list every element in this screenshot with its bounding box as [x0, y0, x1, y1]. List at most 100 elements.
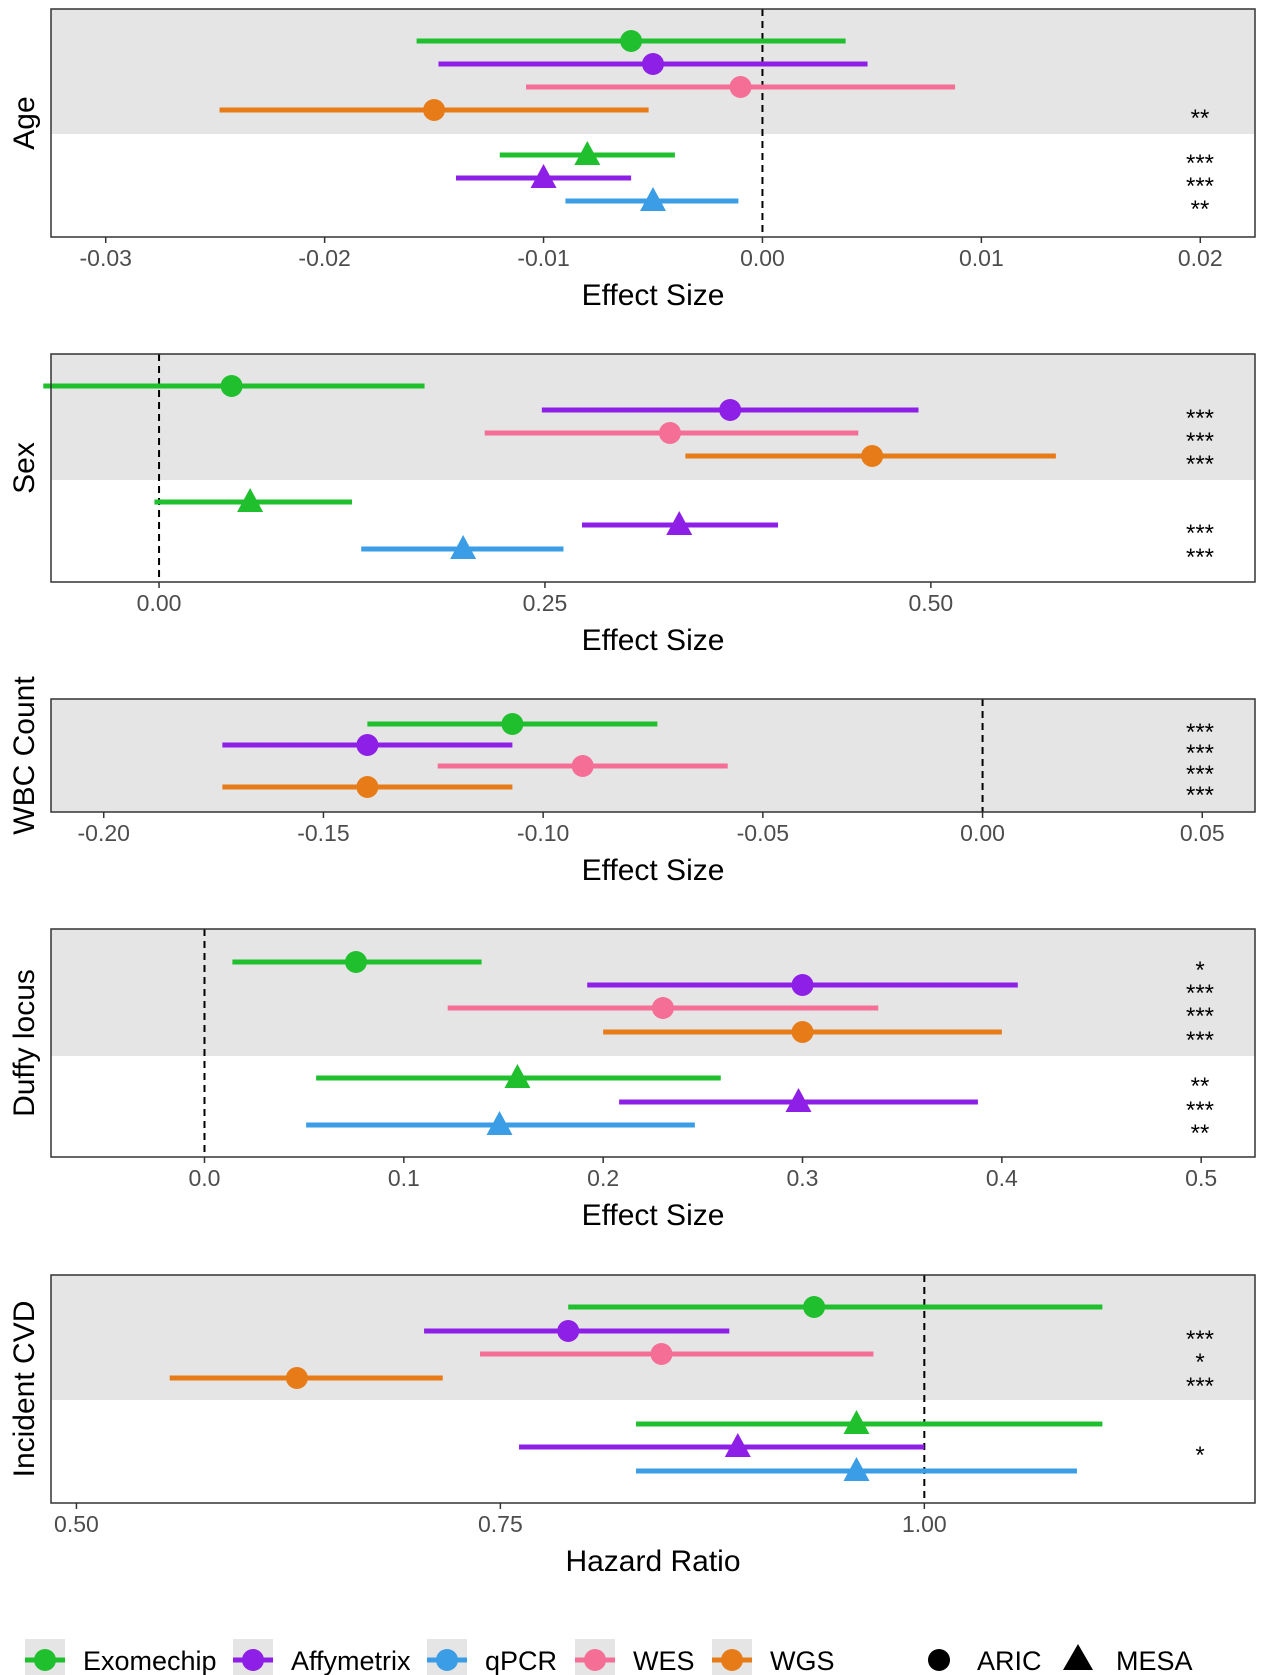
point-triangle-affymetrix [666, 511, 693, 535]
point-circle-affymetrix [791, 974, 814, 996]
point-triangle-exomechip [574, 141, 601, 165]
point-circle-wgs [861, 445, 884, 467]
significance-stars: *** [1186, 1373, 1214, 1400]
significance-stars: *** [1186, 520, 1214, 547]
legend-key-point [584, 1649, 606, 1671]
significance-stars: *** [1186, 428, 1214, 455]
y-axis-title: Incident CVD [8, 1301, 41, 1478]
x-tick-label: 0.50 [54, 1511, 99, 1537]
point-triangle-affymetrix [724, 1433, 751, 1457]
point-triangle-affymetrix [530, 164, 557, 188]
point-circle-exomechip [803, 1296, 826, 1318]
panel-age: **********-0.03 -0.02 -0.01 0.00 0.01 0.02Eff… [8, 8, 1256, 312]
x-tick-label: -0.02 [298, 245, 350, 271]
panel-frame [50, 698, 1256, 813]
y-axis-title: Sex [8, 442, 41, 494]
point-triangle-qpcr [450, 535, 477, 559]
point-circle-exomechip [220, 375, 243, 397]
significance-stars: *** [1186, 451, 1214, 478]
x-axis-title: Effect Size [582, 279, 725, 312]
significance-stars: *** [1186, 782, 1214, 809]
legend-key-point [242, 1649, 264, 1671]
significance-stars: ** [1191, 1073, 1210, 1100]
point-circle-affymetrix [642, 53, 664, 75]
point-triangle-exomechip [843, 1410, 870, 1434]
point-circle-wgs [791, 1021, 814, 1043]
significance-stars: *** [1186, 150, 1214, 177]
point-triangle-affymetrix [785, 1088, 812, 1112]
x-axis-title: Effect Size [582, 854, 725, 887]
significance-stars: *** [1186, 173, 1214, 200]
significance-stars: *** [1186, 719, 1214, 746]
panel-frame [50, 928, 1256, 1158]
x-tick-label: -0.01 [517, 245, 569, 271]
point-triangle-exomechip [237, 488, 264, 512]
x-tick-label: -0.20 [78, 820, 130, 846]
x-tick-label: -0.03 [80, 245, 132, 271]
x-tick-label: 0.00 [740, 245, 785, 271]
legend-triangle-icon [1063, 1644, 1093, 1670]
x-tick-label: -0.10 [517, 820, 569, 846]
significance-stars: ** [1191, 105, 1210, 132]
point-circle-affymetrix [356, 734, 379, 756]
x-tick-label: 0.0 [188, 1165, 220, 1191]
x-tick-label: 0.3 [787, 1165, 819, 1191]
significance-stars: * [1195, 1442, 1204, 1469]
point-circle-exomechip [501, 713, 524, 735]
significance-stars: ** [1191, 1120, 1210, 1147]
x-tick-label: 0.00 [960, 820, 1005, 846]
significance-stars: *** [1186, 544, 1214, 571]
legend-key-point [436, 1649, 458, 1671]
panel-frame [50, 1274, 1256, 1504]
panel-wbc-count: ************-0.20 -0.15 -0.10 -0.05 0.00 0.05… [8, 676, 1256, 887]
x-tick-label: 1.00 [902, 1511, 947, 1537]
x-tick-label: 0.50 [908, 590, 953, 616]
x-tick-label: -0.15 [297, 820, 349, 846]
point-circle-wes [729, 76, 752, 98]
x-tick-label: 0.75 [478, 1511, 523, 1537]
panel-frame [50, 8, 1256, 238]
legend-label-wgs: WGS [770, 1646, 835, 1675]
point-circle-affymetrix [557, 1320, 580, 1342]
legend-label-affymetrix: Affymetrix [291, 1646, 411, 1675]
legend-circle-icon [928, 1649, 950, 1671]
significance-stars: *** [1186, 1097, 1214, 1124]
significance-stars: *** [1186, 740, 1214, 767]
point-circle-wes [651, 997, 674, 1019]
point-circle-wgs [285, 1367, 308, 1389]
x-axis-title: Hazard Ratio [565, 1545, 740, 1578]
legend-label-wes: WES [633, 1646, 695, 1675]
x-tick-label: 0.4 [986, 1165, 1018, 1191]
point-triangle-qpcr [843, 1457, 870, 1481]
aric-band [51, 1275, 1255, 1400]
significance-stars: * [1195, 1349, 1204, 1376]
legend-key-point [34, 1649, 56, 1671]
legend-label-qpcr: qPCR [485, 1646, 557, 1675]
significance-stars: *** [1186, 980, 1214, 1007]
y-axis-title: Age [8, 96, 41, 149]
point-triangle-qpcr [486, 1111, 513, 1135]
panel-frame [50, 353, 1256, 583]
x-axis-title: Effect Size [582, 624, 725, 657]
significance-stars: *** [1186, 1027, 1214, 1054]
x-tick-label: 0.01 [959, 245, 1004, 271]
significance-stars: *** [1186, 761, 1214, 788]
x-tick-label: 0.02 [1178, 245, 1223, 271]
point-circle-affymetrix [719, 399, 742, 421]
y-axis-title: Duffy locus [8, 969, 41, 1117]
legend-key-point [721, 1649, 743, 1671]
significance-stars: *** [1186, 405, 1214, 432]
point-circle-exomechip [620, 30, 643, 52]
legend-label-exomechip: Exomechip [83, 1646, 217, 1675]
point-circle-wgs [356, 776, 379, 798]
x-tick-label: 0.00 [137, 590, 182, 616]
legend-label-aric: ARIC [977, 1646, 1042, 1675]
legend: Exomechip Affymetrix qPCR WES WGS ARIC MESA [25, 1639, 1193, 1675]
x-tick-label: -0.05 [737, 820, 789, 846]
point-circle-wes [658, 422, 681, 444]
x-tick-label: 0.25 [523, 590, 568, 616]
significance-stars: ** [1191, 196, 1210, 223]
x-tick-label: 0.5 [1185, 1165, 1217, 1191]
